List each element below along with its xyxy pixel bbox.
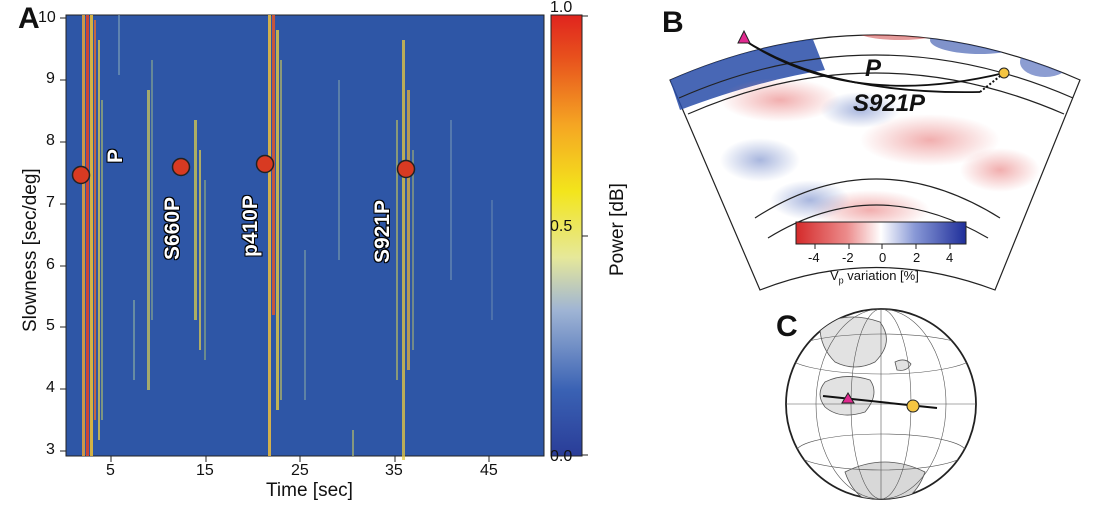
station-triangle — [737, 29, 751, 44]
vp-tick-label: -4 — [808, 250, 820, 265]
marker-s660p — [171, 157, 191, 177]
phase-label-p-path: P — [865, 55, 882, 82]
x-tick-label: 45 — [480, 462, 498, 479]
vp-tick-label: 0 — [879, 250, 887, 265]
landmass — [819, 316, 887, 368]
vp-scale-title-rest: variation [%] — [843, 268, 919, 283]
x-axis-title: Time [sec] — [266, 480, 353, 501]
panel-a-letter: A — [18, 2, 40, 35]
slowness-time-heatmap — [60, 14, 588, 462]
x-tick-label: 5 — [106, 462, 115, 479]
landmass — [894, 359, 912, 371]
vp-tick-label: 2 — [913, 250, 921, 265]
y-tick-label: 9 — [46, 70, 55, 87]
globe-source-marker — [906, 399, 920, 413]
x-tick-label: 15 — [196, 462, 214, 479]
marker-s921p — [396, 159, 416, 179]
phase-markers — [71, 154, 416, 185]
x-tick-label: 25 — [291, 462, 309, 479]
colorbar-title: Power [dB] — [607, 183, 628, 276]
phase-label-s921p: S921P — [371, 199, 394, 263]
colorbar-tick-label: 0.5 — [550, 218, 573, 235]
phase-label-s660p: S660P — [161, 196, 184, 260]
heatmap-streaks — [82, 15, 493, 460]
vp-colorbar — [795, 221, 967, 245]
phase-label-p: P — [104, 148, 127, 163]
panel-c-letter: C — [776, 310, 798, 343]
marker-p — [71, 165, 91, 185]
y-tick-label: 8 — [46, 132, 55, 149]
phase-label-p410p: p410P — [239, 195, 262, 257]
y-tick-label: 4 — [46, 379, 55, 396]
vp-scale-title-main: V — [830, 268, 839, 283]
marker-p410p — [255, 154, 275, 174]
colorbar-tick-label: 0.0 — [550, 448, 573, 465]
phase-label-s921p-path: S921P — [853, 90, 926, 117]
panel-b-letter: B — [662, 6, 684, 39]
y-tick-label: 5 — [46, 317, 55, 334]
vp-scale-title: Vp variation [%] — [830, 268, 919, 286]
globe-station-triangle — [841, 392, 855, 404]
vp-tick-label: -2 — [842, 250, 854, 265]
vp-tick-label: 4 — [946, 250, 954, 265]
y-tick-label: 6 — [46, 256, 55, 273]
colorbar — [550, 14, 583, 457]
y-tick-label: 7 — [46, 194, 55, 211]
globe-map — [785, 308, 977, 500]
colorbar-tick-label: 1.0 — [550, 0, 573, 16]
source-marker — [998, 67, 1010, 79]
y-tick-label: 3 — [46, 441, 55, 458]
vp-scale-title-sub: p — [838, 275, 844, 286]
y-axis-title: Slowness [sec/deg] — [20, 168, 41, 332]
y-tick-label: 10 — [38, 9, 56, 26]
mantle-cross-section — [669, 29, 1081, 291]
x-tick-label: 35 — [385, 462, 403, 479]
